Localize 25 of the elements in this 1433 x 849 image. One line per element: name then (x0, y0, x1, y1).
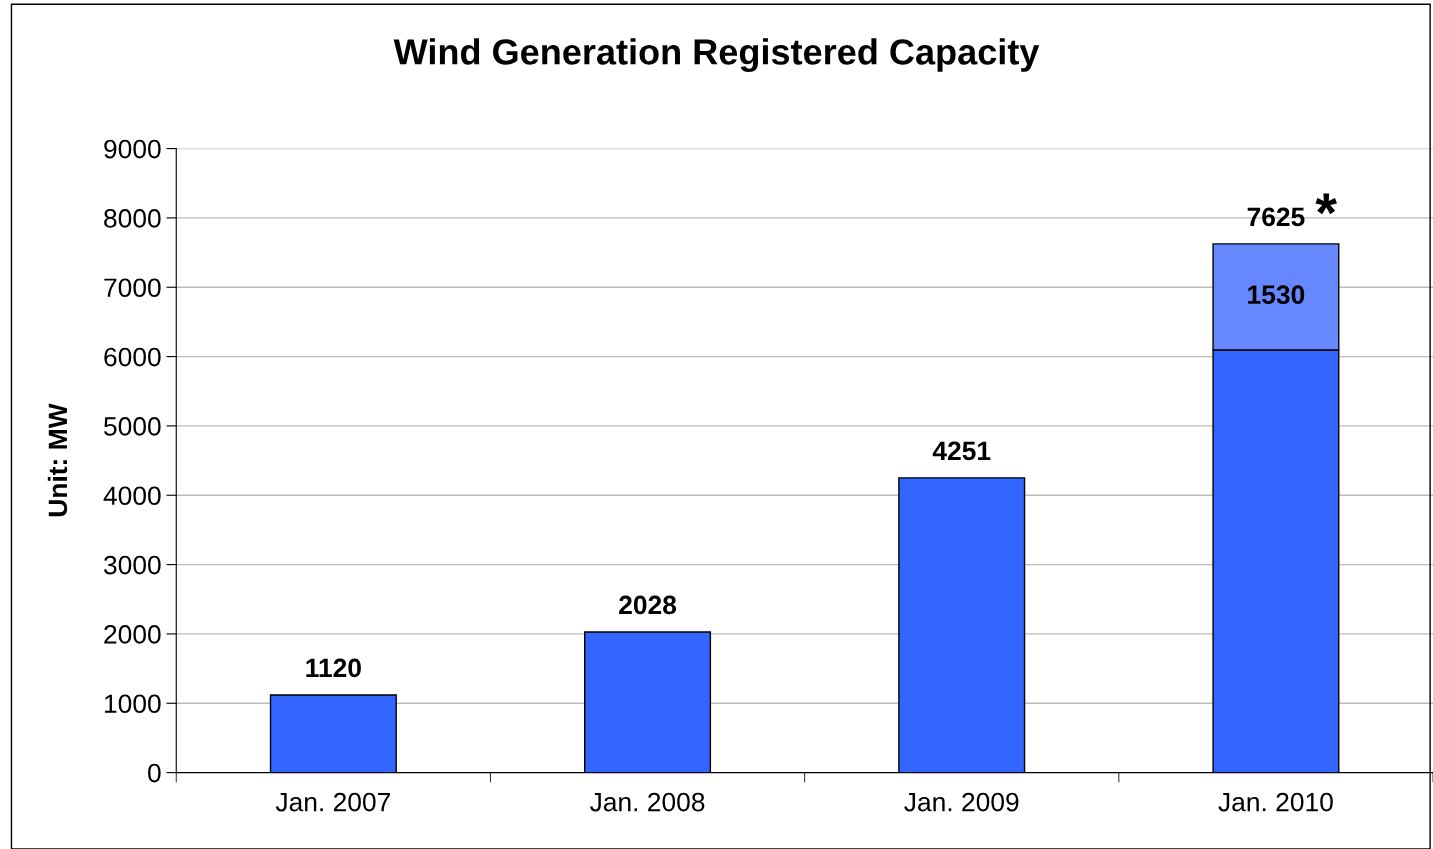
y-tick-label: 9000 (104, 139, 161, 159)
x-tick-label: Jan. 2007 (275, 792, 390, 812)
bar (269, 694, 397, 773)
y-tick-label: 2000 (104, 625, 161, 644)
y-tick-label: 8000 (104, 209, 161, 228)
data-label: 1530 (1248, 285, 1305, 305)
y-tick-label: 3000 (103, 555, 161, 575)
bar (898, 477, 1026, 773)
total-label: 4251 (932, 441, 991, 461)
x-tick-label: Jan. 2008 (590, 792, 705, 812)
bar (584, 631, 712, 773)
y-axis-title: Unit: MW (47, 403, 68, 517)
y-tick-label: 1000 (104, 694, 161, 714)
total-label: 1120 (306, 658, 361, 678)
total-label: 2028 (619, 595, 677, 615)
total-label: 7625 (1247, 207, 1305, 227)
annotation: * (1315, 193, 1337, 215)
y-tick-label: 6000 (104, 347, 161, 367)
x-tick-label: Jan. 2009 (904, 792, 1019, 812)
chart-title: Wind Generation Registered Capacity (393, 38, 1040, 73)
y-tick-label: 0 (148, 763, 161, 783)
y-tick-label: 7000 (104, 278, 161, 298)
x-tick-label: Jan. 2010 (1218, 792, 1333, 812)
y-tick-label: 4000 (103, 486, 161, 506)
y-tick-label: 5000 (104, 417, 161, 436)
